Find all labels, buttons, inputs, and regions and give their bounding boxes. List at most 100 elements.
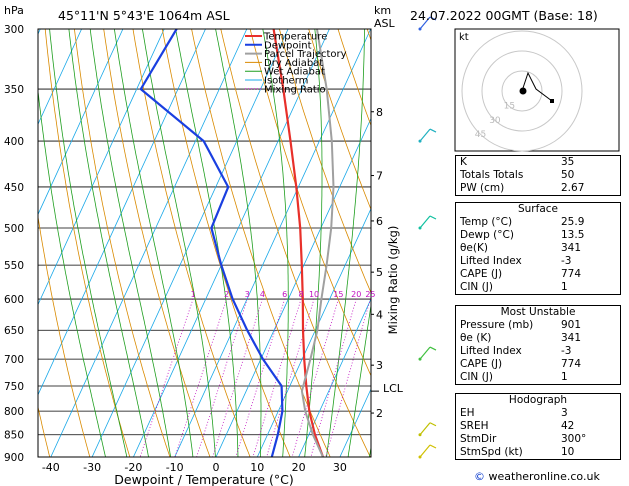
stmdir-row: StmDir 300° bbox=[456, 433, 620, 446]
isotherm-line bbox=[38, 29, 82, 126]
km-tick-label: 6 bbox=[376, 215, 383, 228]
mixing-ratio-line bbox=[252, 298, 302, 457]
mu-p-label: Pressure (mb) bbox=[460, 319, 534, 331]
wind-barb-icon bbox=[419, 128, 431, 142]
pressure-tick-label: 850 bbox=[4, 430, 24, 442]
mixing-ratio-tick-label: 20 bbox=[351, 290, 361, 299]
stmdir-label: StmDir bbox=[460, 433, 497, 445]
indices-table: K 35 Totals Totals 50 PW (cm) 2.67 bbox=[455, 155, 621, 196]
tt-label: Totals Totals bbox=[460, 169, 524, 181]
wind-barb-icon bbox=[419, 444, 431, 458]
wet-adiabat-line bbox=[347, 302, 371, 457]
eh-label: EH bbox=[460, 407, 475, 419]
wind-barb-icon bbox=[419, 346, 431, 360]
km-tick-label: 8 bbox=[376, 106, 383, 119]
wet-adiabat-line bbox=[114, 29, 194, 457]
mixing-ratio-tick-label: 10 bbox=[309, 290, 319, 299]
lcl-label: LCL bbox=[383, 382, 404, 395]
mixing-ratio-tick-label: 6 bbox=[282, 290, 287, 299]
mixing-ratio-tick-label: 15 bbox=[333, 290, 343, 299]
eh-value: 3 bbox=[561, 407, 568, 419]
wet-adiabat-line bbox=[68, 29, 149, 457]
eh-row: EH 3 bbox=[456, 407, 620, 420]
mixing-ratio-tick-label: 4 bbox=[260, 290, 265, 299]
most-unstable-table: Most Unstable Pressure (mb) 901 θe (K) 341… bbox=[455, 305, 621, 385]
pw-value: 2.67 bbox=[561, 182, 585, 194]
surface-table: Surface Temp (°C) 25.9 Dewp (°C) 13.5 θe(K… bbox=[455, 202, 621, 295]
hodograph-end-marker bbox=[550, 99, 554, 103]
hodograph-kt-label: kt bbox=[459, 32, 469, 43]
mu-theta-label: θe (K) bbox=[460, 332, 492, 344]
s-temp-value: 25.9 bbox=[561, 216, 585, 228]
s-li-label: Lifted Index bbox=[460, 255, 522, 267]
hodograph-ring bbox=[481, 50, 563, 132]
wet-adiabat-line bbox=[38, 88, 106, 457]
wind-barb-station bbox=[418, 226, 422, 230]
dry-adiabat-line bbox=[38, 214, 91, 457]
dry-adiabat-line bbox=[44, 29, 131, 457]
pressure-tick-label: 800 bbox=[4, 406, 24, 418]
footer: © weatheronline.co.uk bbox=[474, 470, 600, 483]
pressure-tick-label: 700 bbox=[4, 354, 24, 366]
legend-entry: Dry Adiabat bbox=[264, 58, 323, 69]
wind-barb-flag bbox=[429, 444, 437, 449]
site-link[interactable]: weatheronline.co.uk bbox=[488, 470, 600, 483]
isotherm-line bbox=[38, 29, 206, 396]
legend-entry: Dewpoint bbox=[264, 40, 312, 51]
s-cape-label: CAPE (J) bbox=[460, 268, 503, 280]
mixing-ratio-tick-label: 1 bbox=[191, 290, 196, 299]
pressure-tick-label: 600 bbox=[4, 294, 24, 306]
parcel-series-line bbox=[300, 29, 335, 457]
s-temp-label: Temp (°C) bbox=[460, 216, 513, 228]
stmspd-value: 10 bbox=[561, 446, 575, 458]
storm-motion-marker bbox=[519, 87, 527, 95]
pressure-tick-label: 300 bbox=[4, 24, 24, 36]
legend-entry: Mixing Ratio bbox=[264, 84, 326, 95]
isotherm-line bbox=[256, 207, 371, 457]
mu-p-value: 901 bbox=[561, 319, 582, 331]
mu-header: Most Unstable bbox=[500, 306, 576, 318]
mixing-ratio-line bbox=[310, 298, 357, 457]
km-tick-label: 3 bbox=[376, 359, 383, 372]
wind-barb-station bbox=[418, 433, 422, 437]
hodograph-ring bbox=[461, 30, 583, 152]
wind-barb-icon bbox=[419, 215, 431, 229]
isotherm-line bbox=[50, 29, 248, 457]
mu-cin-row: CIN (J) 1 bbox=[456, 371, 620, 384]
s-dewp-label: Dewp (°C) bbox=[460, 229, 514, 241]
mixing-ratio-line bbox=[266, 298, 315, 457]
s-cin-label: CIN (J) bbox=[460, 281, 493, 293]
mu-li-label: Lifted Index bbox=[460, 345, 522, 357]
wind-barb-flag bbox=[429, 16, 437, 21]
hodograph-ring bbox=[501, 70, 543, 112]
s-theta-row: θe(K) 341 bbox=[456, 242, 620, 255]
temperature-tick-label: -10 bbox=[166, 461, 184, 474]
pressure-tick-label: 750 bbox=[4, 381, 24, 393]
pw-row: PW (cm) 2.67 bbox=[456, 182, 620, 195]
wind-barb-icon bbox=[419, 16, 431, 30]
dry-adiabat-line bbox=[103, 29, 211, 457]
hodograph-trace bbox=[521, 71, 553, 102]
k-value: 35 bbox=[561, 156, 575, 168]
asl-label: ASL bbox=[374, 17, 396, 30]
mu-li-value: -3 bbox=[561, 345, 572, 357]
sreh-label: SREH bbox=[460, 420, 489, 432]
dry-adiabat-line bbox=[279, 29, 371, 294]
km-tick-label: 7 bbox=[376, 170, 383, 183]
mu-cin-value: 1 bbox=[561, 371, 568, 383]
s-li-row: Lifted Index -3 bbox=[456, 255, 620, 268]
mixing-ratio-tick-label: 3 bbox=[245, 290, 250, 299]
pressure-tick-label: 400 bbox=[4, 136, 24, 148]
wet-adiabat-line bbox=[215, 29, 262, 457]
wind-barb-flag bbox=[429, 422, 437, 427]
dry-adiabat-line bbox=[74, 29, 171, 457]
km-tick-label: 4 bbox=[376, 308, 383, 321]
temperature-tick-label: -40 bbox=[42, 461, 60, 474]
mu-cape-value: 774 bbox=[561, 358, 582, 370]
stmspd-row: StmSpd (kt) 10 bbox=[456, 446, 620, 459]
tt-value: 50 bbox=[561, 169, 575, 181]
wind-barb-station bbox=[418, 357, 422, 361]
s-temp-row: Temp (°C) 25.9 bbox=[456, 216, 620, 229]
